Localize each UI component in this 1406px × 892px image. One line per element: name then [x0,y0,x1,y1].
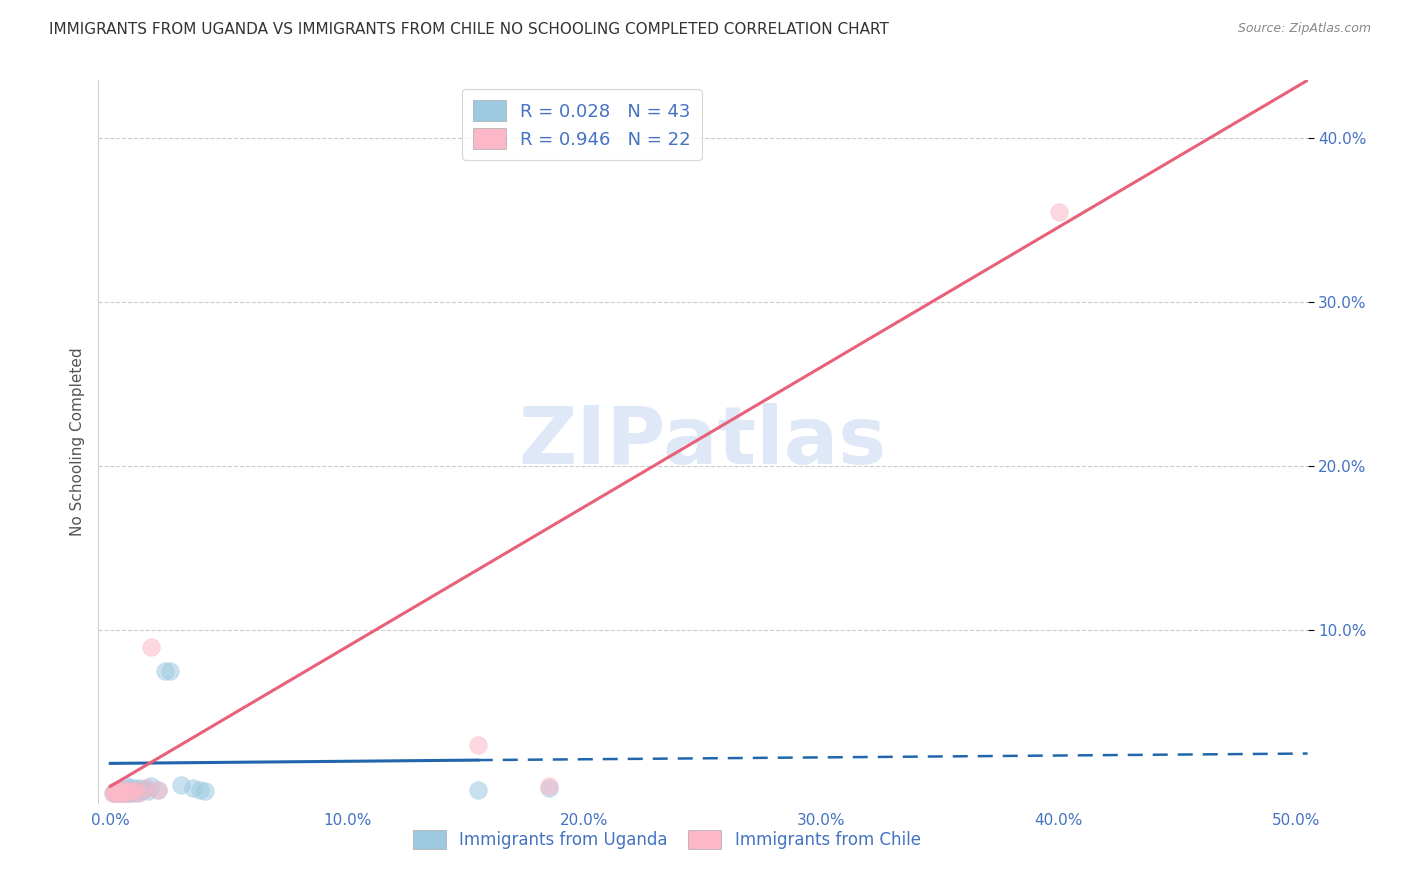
Point [115,780,138,794]
Point [108,786,131,800]
Point [181,780,204,795]
Legend: Immigrants from Uganda, Immigrants from Chile: Immigrants from Uganda, Immigrants from … [406,823,928,856]
Point [125,786,148,800]
Text: ZIPatlas: ZIPatlas [519,402,887,481]
Point [121,782,143,797]
Point [128,786,150,800]
Point [115,786,138,800]
Point [104,786,127,800]
Point [121,784,143,798]
Point [135,780,157,795]
Point [111,786,134,800]
Point [104,786,127,800]
Point [111,782,134,797]
Point [111,784,134,798]
Point [101,786,124,800]
Point [146,782,169,797]
Y-axis label: No Schooling Completed: No Schooling Completed [69,347,84,536]
Point [159,665,181,679]
Point [537,780,560,794]
Point [122,780,145,795]
Point [114,786,136,800]
Point [118,786,141,800]
Point [101,786,124,800]
Point [467,739,489,753]
Point [114,782,136,797]
Point [153,665,176,679]
Point [1047,204,1070,219]
Point [108,786,131,800]
Point [111,784,134,798]
Point [114,782,136,797]
Point [125,782,148,797]
Point [114,786,136,800]
Point [115,784,138,798]
Point [108,782,131,797]
Point [537,780,560,795]
Point [108,782,131,797]
Point [136,784,159,798]
Point [104,784,127,798]
Point [115,782,138,797]
Point [135,780,157,795]
Point [104,784,127,798]
Point [132,782,155,797]
Point [118,784,141,798]
Point [467,782,489,797]
Point [121,786,143,800]
Point [118,786,141,800]
Point [128,780,150,795]
Point [105,786,128,800]
Text: IMMIGRANTS FROM UGANDA VS IMMIGRANTS FROM CHILE NO SCHOOLING COMPLETED CORRELATI: IMMIGRANTS FROM UGANDA VS IMMIGRANTS FRO… [49,22,889,37]
Point [111,786,134,800]
Point [105,784,128,798]
Point [114,784,136,798]
Point [105,786,128,800]
Point [139,780,162,794]
Point [118,780,141,795]
Point [108,784,131,798]
Text: Source: ZipAtlas.com: Source: ZipAtlas.com [1237,22,1371,36]
Point [122,782,145,797]
Point [146,782,169,797]
Point [129,784,152,798]
Point [139,640,162,654]
Point [105,782,128,797]
Point [105,784,128,798]
Point [194,784,217,798]
Point [122,784,145,798]
Point [170,778,193,792]
Point [128,784,150,798]
Point [190,782,212,797]
